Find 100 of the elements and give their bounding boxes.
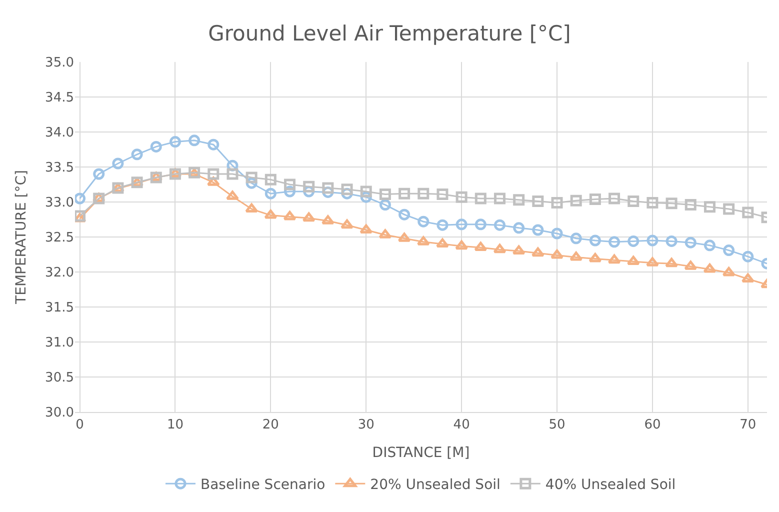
x-tick-label: 40 xyxy=(453,418,470,433)
point xyxy=(588,252,602,262)
point xyxy=(723,203,735,215)
point xyxy=(418,188,430,200)
point xyxy=(570,252,583,261)
x-tick-label: 30 xyxy=(358,418,374,433)
point xyxy=(208,138,220,150)
point xyxy=(589,193,601,205)
point xyxy=(608,254,621,264)
point xyxy=(398,208,410,220)
point xyxy=(665,258,678,268)
x-tick-label: 70 xyxy=(740,418,756,433)
point xyxy=(321,215,334,224)
point xyxy=(436,238,449,248)
point xyxy=(666,235,678,247)
point xyxy=(93,192,105,204)
point xyxy=(570,194,582,206)
chart-title: Ground Level Air Temperature [°C] xyxy=(208,21,571,46)
point xyxy=(551,196,563,208)
point xyxy=(704,201,716,213)
point xyxy=(684,236,696,248)
point xyxy=(378,229,392,238)
point xyxy=(341,184,353,196)
point xyxy=(264,210,278,219)
y-axis-title: TEMPERATURE [°C] xyxy=(14,170,30,305)
point xyxy=(131,148,143,160)
x-axis-title: DISTANCE [M] xyxy=(372,444,470,461)
y-tick-label: 35.0 xyxy=(45,56,74,71)
point xyxy=(283,210,296,220)
point xyxy=(246,172,258,184)
x-tick-label: 50 xyxy=(548,418,566,433)
point xyxy=(226,190,239,200)
y-tick-label: 32.5 xyxy=(45,230,74,246)
point xyxy=(684,199,696,211)
point xyxy=(322,182,334,194)
point xyxy=(474,192,486,204)
point xyxy=(494,219,506,231)
point xyxy=(512,245,526,254)
point xyxy=(379,199,391,211)
point xyxy=(493,244,506,254)
point xyxy=(628,196,640,208)
point xyxy=(93,168,105,180)
point xyxy=(150,140,162,152)
x-tick-label: 0 xyxy=(76,418,84,433)
point xyxy=(302,212,316,222)
point xyxy=(188,134,200,146)
y-tick-label: 30.0 xyxy=(45,406,74,421)
point xyxy=(416,236,430,246)
point xyxy=(723,244,735,256)
point xyxy=(742,250,754,262)
legend-label: 40% Unsealed Soil xyxy=(545,477,676,494)
point xyxy=(226,168,238,180)
point xyxy=(436,219,448,231)
point xyxy=(646,234,658,246)
y-tick-label: 33.5 xyxy=(45,160,74,176)
point xyxy=(532,196,544,208)
point xyxy=(303,180,315,192)
point xyxy=(608,192,620,204)
point xyxy=(245,203,258,212)
point xyxy=(398,188,410,200)
point xyxy=(112,158,124,170)
point xyxy=(360,224,373,234)
point xyxy=(169,168,181,180)
point xyxy=(264,174,276,186)
y-tick-label: 30.5 xyxy=(45,370,74,386)
point xyxy=(455,240,468,250)
point xyxy=(340,219,354,229)
legend-label: Baseline Scenario xyxy=(200,477,326,494)
point xyxy=(418,216,430,228)
x-tick-label: 20 xyxy=(262,418,279,433)
point xyxy=(208,168,220,180)
x-tick-label: 10 xyxy=(166,418,184,433)
point xyxy=(474,242,488,251)
point xyxy=(666,198,678,210)
point xyxy=(264,188,276,200)
y-tick-label: 31.0 xyxy=(45,336,74,351)
point xyxy=(398,232,411,242)
point xyxy=(704,240,716,252)
y-tick-label: 34.5 xyxy=(45,90,74,106)
point xyxy=(570,232,582,244)
y-tick-label: 34.0 xyxy=(45,126,74,141)
point xyxy=(646,257,659,266)
y-tick-label: 31.5 xyxy=(45,300,74,316)
point xyxy=(169,136,181,148)
point xyxy=(684,260,698,270)
point xyxy=(284,178,296,190)
point xyxy=(513,194,525,206)
y-tick-label: 33.0 xyxy=(45,196,74,211)
legend-label: 20% Unsealed Soil xyxy=(370,477,500,494)
point xyxy=(626,256,640,265)
point xyxy=(551,228,563,240)
point xyxy=(628,235,640,247)
point xyxy=(513,222,525,234)
point xyxy=(494,192,506,204)
x-tick-label: 60 xyxy=(644,418,661,433)
point xyxy=(742,206,754,218)
point xyxy=(722,266,736,276)
point xyxy=(474,218,486,230)
point xyxy=(608,236,620,248)
point xyxy=(531,247,544,257)
